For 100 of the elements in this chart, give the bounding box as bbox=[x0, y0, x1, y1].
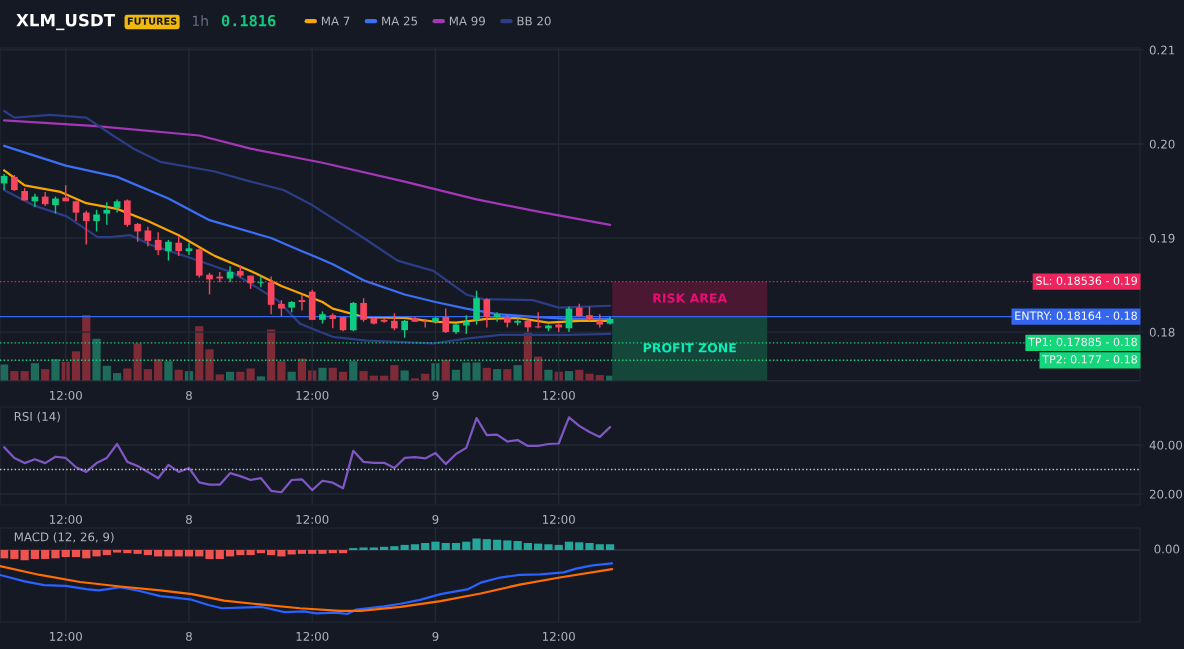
candlestick bbox=[93, 209, 100, 233]
bar bbox=[544, 369, 553, 381]
bar bbox=[369, 547, 378, 551]
bar bbox=[277, 550, 286, 557]
chart-title: XLM_USDT bbox=[16, 13, 116, 31]
bar bbox=[267, 550, 276, 556]
bar bbox=[123, 550, 132, 554]
bar bbox=[102, 550, 111, 556]
candlestick bbox=[72, 199, 80, 222]
bar bbox=[195, 550, 204, 557]
bar bbox=[575, 542, 584, 551]
bar bbox=[123, 368, 132, 381]
bar bbox=[492, 369, 502, 381]
candlestick bbox=[421, 318, 429, 329]
legend-label: MA 7 bbox=[321, 16, 350, 26]
bar bbox=[133, 550, 142, 554]
bar bbox=[400, 370, 409, 381]
bar bbox=[544, 544, 553, 551]
candlestick bbox=[206, 272, 213, 296]
x-tick-label: 12:00 bbox=[296, 390, 329, 400]
y-tick-label: 0.18 bbox=[1149, 327, 1175, 337]
text: 0.00 bbox=[1154, 544, 1180, 554]
bar bbox=[451, 542, 461, 551]
bar bbox=[82, 315, 91, 381]
bar bbox=[359, 547, 368, 551]
text: 1h bbox=[192, 15, 208, 26]
chart-title: RSI (14) bbox=[14, 411, 60, 423]
bar bbox=[154, 359, 163, 381]
candlestick bbox=[267, 275, 275, 315]
bar bbox=[246, 368, 255, 381]
bar bbox=[441, 359, 450, 381]
x-tick-label: 12:00 bbox=[542, 390, 575, 400]
y-tick-label: 40.00 bbox=[1149, 440, 1183, 450]
bar bbox=[338, 550, 348, 554]
bar bbox=[164, 550, 173, 557]
candlestick bbox=[103, 201, 111, 226]
x-tick-label: 12:00 bbox=[50, 631, 82, 641]
legend-label: MA 99 bbox=[449, 16, 485, 26]
bar bbox=[410, 544, 420, 551]
candlestick bbox=[473, 289, 480, 326]
ref-line-label: TP1: 0.17885 - 0.18 bbox=[1028, 337, 1137, 347]
bar bbox=[308, 550, 317, 554]
bar bbox=[205, 550, 214, 559]
bar bbox=[390, 365, 399, 381]
y-tick-label: 20.00 bbox=[1149, 489, 1183, 499]
candlestick bbox=[360, 297, 367, 323]
x-tick-label: 12:00 bbox=[50, 390, 82, 400]
bar bbox=[390, 546, 399, 551]
bar bbox=[61, 550, 70, 558]
bar bbox=[51, 550, 60, 559]
ref-line-label: SL: 0.18536 - 0.19 bbox=[1036, 276, 1137, 285]
text: 0.1816 bbox=[221, 14, 276, 27]
bar bbox=[277, 361, 286, 381]
bar bbox=[92, 338, 101, 381]
x-tick-label: 9 bbox=[432, 631, 439, 641]
bar bbox=[585, 542, 594, 551]
candlestick bbox=[493, 311, 501, 323]
candlestick bbox=[185, 242, 193, 256]
bar bbox=[236, 550, 245, 556]
bar bbox=[328, 550, 337, 554]
bar bbox=[195, 326, 204, 381]
bar bbox=[51, 359, 60, 381]
bar bbox=[256, 550, 265, 554]
x-tick-label: 12:00 bbox=[50, 514, 82, 524]
bar bbox=[82, 550, 91, 559]
x-tick-label: 9 bbox=[432, 390, 439, 400]
bar bbox=[513, 541, 522, 551]
legend-label: BB 20 bbox=[517, 16, 551, 26]
y-tick-label: 0.21 bbox=[1149, 45, 1175, 55]
bar bbox=[534, 356, 543, 381]
candlestick bbox=[298, 293, 306, 312]
candlestick bbox=[165, 239, 172, 262]
ref-line-label: ENTRY: 0.18164 - 0.18 bbox=[1015, 311, 1137, 320]
bar bbox=[143, 550, 152, 556]
x-tick-label: 12:00 bbox=[296, 514, 329, 524]
bar bbox=[184, 550, 194, 557]
bar bbox=[30, 550, 40, 559]
bar bbox=[92, 550, 101, 557]
bar bbox=[431, 541, 440, 551]
chart-title: MACD (12, 26, 9) bbox=[14, 532, 114, 543]
bar bbox=[164, 361, 173, 381]
bar bbox=[297, 550, 307, 554]
bar bbox=[585, 373, 594, 381]
x-tick-label: 8 bbox=[186, 631, 192, 641]
candlestick bbox=[175, 235, 183, 257]
bar bbox=[431, 363, 440, 381]
candlestick bbox=[483, 297, 491, 329]
bar bbox=[400, 544, 409, 551]
legend-label: MA 25 bbox=[382, 16, 418, 26]
y-tick-label: 0.20 bbox=[1149, 139, 1175, 149]
bar bbox=[492, 539, 502, 551]
bar bbox=[503, 369, 512, 381]
bar bbox=[503, 540, 512, 551]
x-tick-label: 8 bbox=[186, 390, 192, 400]
candlestick bbox=[257, 275, 265, 288]
bar bbox=[71, 351, 81, 381]
bar bbox=[380, 546, 389, 551]
x-tick-label: 8 bbox=[186, 514, 192, 524]
bar bbox=[462, 541, 471, 551]
bar bbox=[472, 362, 481, 381]
